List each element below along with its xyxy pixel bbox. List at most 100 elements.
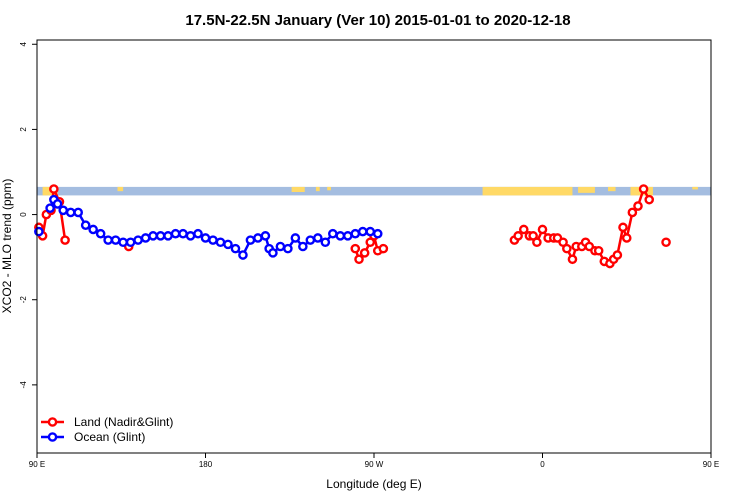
x-tick-label: 90 E [29, 460, 45, 469]
x-tick-label: 180 [199, 460, 213, 469]
land-patch [482, 186, 573, 196]
data-point [532, 237, 542, 248]
data-point [350, 228, 361, 239]
data-point [644, 194, 655, 205]
y-tick-label: 0 [19, 212, 28, 217]
data-point [155, 231, 166, 241]
data-point [638, 184, 649, 194]
data-point [60, 235, 70, 245]
y-tick-label: -4 [19, 381, 28, 389]
data-point [170, 228, 181, 239]
data-point [73, 207, 83, 218]
data-point [513, 231, 523, 241]
data-point [34, 226, 44, 237]
data-point [298, 241, 308, 252]
data-point [133, 235, 143, 245]
data-point [518, 224, 529, 235]
data-point [365, 226, 376, 237]
data-point [208, 235, 218, 245]
data-point [275, 241, 286, 252]
data-point [110, 235, 121, 245]
data-point [313, 233, 323, 243]
x-tick-label: 0 [540, 460, 545, 469]
data-point [193, 228, 203, 239]
data-point [140, 233, 151, 243]
data-point [253, 233, 263, 243]
legend: Land (Nadir&Glint)Ocean (Glint) [41, 415, 173, 444]
y-tick-label: -2 [19, 296, 28, 304]
data-point [58, 205, 69, 216]
data-point [627, 207, 638, 218]
data-point [245, 235, 256, 245]
land-patch [327, 186, 331, 191]
data-point [593, 245, 604, 256]
data-point [537, 224, 548, 235]
data-point [567, 254, 578, 265]
data-point [359, 248, 370, 258]
data-point [290, 233, 301, 243]
data-point [357, 226, 368, 237]
y-axis: -4 -2 0 2 4 [19, 41, 37, 388]
data-point [52, 199, 63, 209]
ocean-band [37, 186, 711, 196]
legend-entry: Land (Nadir&Glint) [74, 415, 173, 429]
data-point [49, 184, 59, 194]
x-axis: 90 E 180 90 W 0 90 E [29, 453, 719, 469]
data-point [354, 254, 364, 265]
data-point [305, 235, 316, 245]
series-layer [34, 184, 671, 269]
data-point [320, 237, 331, 248]
legend-entry: Ocean (Glint) [74, 430, 145, 444]
land-patch [117, 186, 124, 192]
land-patch [692, 186, 698, 190]
data-point [103, 235, 113, 245]
data-point [223, 239, 233, 250]
land-patch [315, 186, 320, 192]
y-tick-label: 2 [19, 127, 28, 132]
land-ocean-band [37, 186, 711, 196]
data-point [95, 228, 106, 239]
data-point [661, 237, 671, 248]
legend-marker [47, 417, 58, 427]
x-axis-label: Longitude (deg E) [326, 477, 421, 491]
data-point [200, 233, 211, 243]
data-point [185, 231, 196, 241]
data-point [562, 243, 572, 254]
data-point [215, 237, 226, 248]
x-tick-label: 90 E [703, 460, 719, 469]
data-point [148, 231, 158, 241]
data-point [230, 243, 241, 254]
y-axis-label: XCO2 - MLO trend (ppm) [0, 179, 14, 314]
land-patch [608, 186, 616, 192]
data-point [378, 243, 389, 254]
data-point [342, 231, 353, 241]
data-point [88, 224, 98, 235]
data-point [80, 220, 91, 231]
data-point [335, 231, 346, 241]
land-patch [578, 186, 595, 193]
chart-title: 17.5N-22.5N January (Ver 10) 2015-01-01 … [185, 12, 570, 29]
data-point [238, 250, 248, 260]
data-point [260, 231, 271, 241]
data-point [618, 222, 628, 233]
data-point [45, 203, 55, 213]
x-tick-label: 90 W [365, 460, 384, 469]
data-point [328, 228, 338, 239]
data-point [118, 237, 128, 248]
data-point [125, 237, 136, 248]
data-point [372, 228, 383, 239]
data-point [633, 201, 643, 211]
data-point [65, 207, 76, 218]
data-point [178, 228, 188, 239]
data-point [268, 248, 278, 258]
data-point [163, 231, 173, 241]
data-point [612, 250, 623, 260]
data-point [283, 243, 293, 254]
legend-marker [47, 432, 58, 442]
y-tick-label: 4 [19, 41, 28, 46]
series-ocean [34, 194, 383, 260]
land-patch [291, 186, 305, 193]
data-point [621, 233, 632, 243]
data-point [350, 243, 361, 254]
